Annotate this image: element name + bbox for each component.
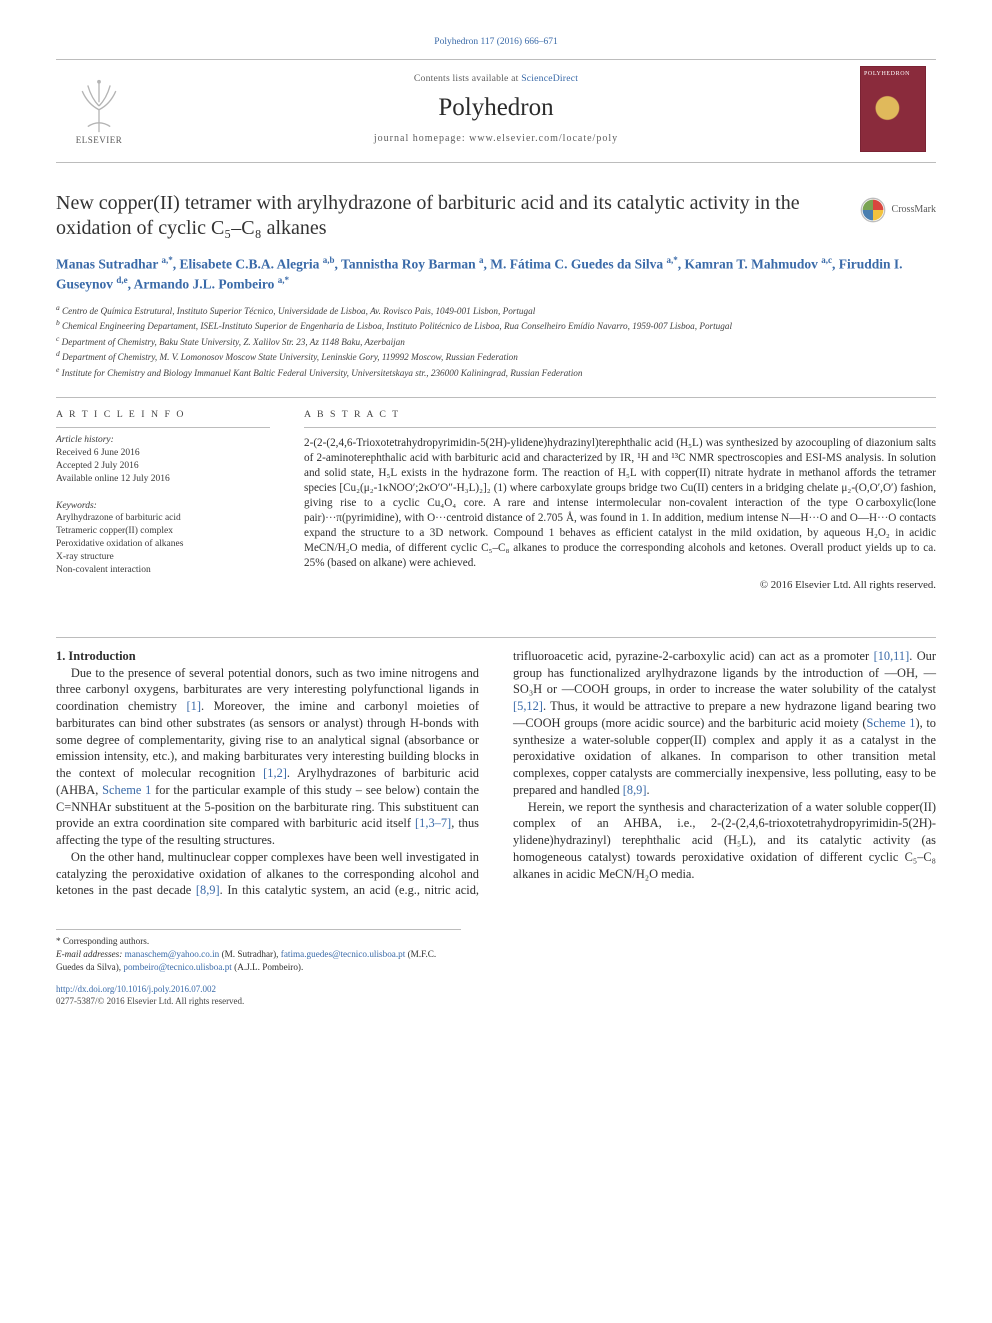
affiliation-item: a Centro de Química Estrutural, Institut… xyxy=(56,303,936,317)
ref-link[interactable]: [1] xyxy=(187,699,201,713)
email-addresses: E-mail addresses: manaschem@yahoo.co.in … xyxy=(56,948,461,973)
citation-line: Polyhedron 117 (2016) 666–671 xyxy=(56,36,936,49)
history-line: Accepted 2 July 2016 xyxy=(56,460,270,473)
history-lines: Received 6 June 2016Accepted 2 July 2016… xyxy=(56,447,270,485)
cover-art xyxy=(865,82,921,147)
keyword-item: Tetrameric copper(II) complex xyxy=(56,525,270,538)
sciencedirect-link[interactable]: ScienceDirect xyxy=(521,73,578,84)
affiliation-item: e Institute for Chemistry and Biology Im… xyxy=(56,365,936,379)
header-center: Contents lists available at ScienceDirec… xyxy=(144,72,848,146)
ref-link[interactable]: [1,3–7] xyxy=(415,816,451,830)
ref-link[interactable]: [1,2] xyxy=(263,766,287,780)
abstract-heading: A B S T R A C T xyxy=(304,408,936,428)
affiliation-list: a Centro de Química Estrutural, Institut… xyxy=(56,303,936,379)
history-heading: Article history: xyxy=(56,434,270,447)
abstract-column: A B S T R A C T 2-(2-(2,4,6-Trioxotetrah… xyxy=(304,408,936,593)
info-abstract-row: A R T I C L E I N F O Article history: R… xyxy=(56,408,936,593)
email-label: E-mail addresses: xyxy=(56,949,122,959)
author-email-link[interactable]: manaschem@yahoo.co.in xyxy=(125,949,220,959)
affiliation-item: d Department of Chemistry, M. V. Lomonos… xyxy=(56,349,936,363)
email-owner: (M. Sutradhar), xyxy=(219,949,281,959)
corresponding-authors-label: * Corresponding authors. xyxy=(56,935,461,947)
crossmark-icon xyxy=(860,197,886,223)
keyword-item: X-ray structure xyxy=(56,551,270,564)
email-owner: (A.J.L. Pombeiro). xyxy=(232,962,303,972)
doi-link[interactable]: http://dx.doi.org/10.1016/j.poly.2016.07… xyxy=(56,984,216,994)
corresponding-footnotes: * Corresponding authors. E-mail addresse… xyxy=(56,929,461,973)
page-footer: http://dx.doi.org/10.1016/j.poly.2016.07… xyxy=(56,983,936,1007)
ref-link[interactable]: [8,9] xyxy=(196,883,220,897)
keywords-heading: Keywords: xyxy=(56,500,270,513)
ref-link[interactable]: [10,11] xyxy=(874,649,910,663)
keyword-item: Peroxidative oxidation of alkanes xyxy=(56,538,270,551)
section-1-heading: 1. Introduction xyxy=(56,648,479,665)
journal-cover-thumbnail: POLYHEDRON xyxy=(860,66,926,152)
divider xyxy=(56,637,936,638)
contents-available-line: Contents lists available at ScienceDirec… xyxy=(144,72,848,85)
crossmark-badge[interactable]: CrossMark xyxy=(860,197,936,223)
cover-title: POLYHEDRON xyxy=(861,67,925,78)
intro-para-3: Herein, we report the synthesis and char… xyxy=(513,799,936,883)
homepage-url[interactable]: www.elsevier.com/locate/poly xyxy=(469,133,618,144)
keyword-item: Arylhydrazone of barbituric acid xyxy=(56,512,270,525)
affiliation-item: b Chemical Engineering Departament, ISEL… xyxy=(56,318,936,332)
journal-name: Polyhedron xyxy=(144,91,848,125)
article-info-column: A R T I C L E I N F O Article history: R… xyxy=(56,408,270,593)
keywords-list: Arylhydrazone of barbituric acidTetramer… xyxy=(56,512,270,576)
journal-header: ELSEVIER Contents lists available at Sci… xyxy=(56,59,936,163)
ref-link[interactable]: [8,9] xyxy=(623,783,647,797)
crossmark-label: CrossMark xyxy=(892,203,936,217)
ref-link[interactable]: [5,12] xyxy=(513,699,543,713)
article-info-heading: A R T I C L E I N F O xyxy=(56,408,270,428)
scheme-link[interactable]: Scheme 1 xyxy=(102,783,151,797)
abstract-copyright: © 2016 Elsevier Ltd. All rights reserved… xyxy=(304,578,936,593)
author-list: Manas Sutradhar a,*, Elisabete C.B.A. Al… xyxy=(56,254,936,295)
contents-prefix: Contents lists available at xyxy=(414,73,521,84)
homepage-prefix: journal homepage: xyxy=(374,133,469,144)
affiliation-item: c Department of Chemistry, Baku State Un… xyxy=(56,334,936,348)
keyword-item: Non-covalent interaction xyxy=(56,564,270,577)
intro-para-1: Due to the presence of several potential… xyxy=(56,665,479,849)
abstract-text: 2-(2-(2,4,6-Trioxotetrahydropyrimidin-5(… xyxy=(304,436,936,570)
scheme-link[interactable]: Scheme 1 xyxy=(866,716,915,730)
history-line: Received 6 June 2016 xyxy=(56,447,270,460)
paper-title: New copper(II) tetramer with arylhydrazo… xyxy=(56,191,842,242)
publisher-name: ELSEVIER xyxy=(76,134,123,146)
author-email-link[interactable]: fatima.guedes@tecnico.ulisboa.pt xyxy=(281,949,406,959)
journal-homepage-line: journal homepage: www.elsevier.com/locat… xyxy=(144,132,848,146)
divider xyxy=(56,397,936,398)
elsevier-logo: ELSEVIER xyxy=(66,72,132,146)
t: . xyxy=(647,783,650,797)
issn-copyright-line: 0277-5387/© 2016 Elsevier Ltd. All right… xyxy=(56,995,936,1007)
author-email-link[interactable]: pombeiro@tecnico.ulisboa.pt xyxy=(123,962,231,972)
history-line: Available online 12 July 2016 xyxy=(56,473,270,486)
elsevier-tree-icon xyxy=(71,78,127,134)
body-two-column: 1. Introduction Due to the presence of s… xyxy=(56,648,936,899)
